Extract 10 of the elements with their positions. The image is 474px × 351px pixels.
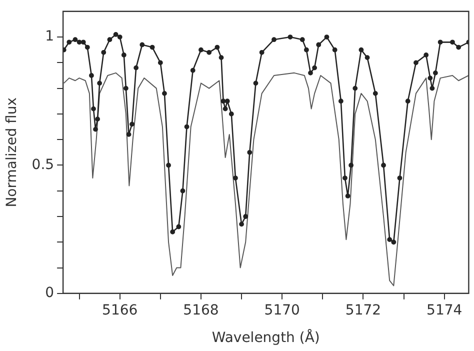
y-tick-label: 0: [45, 285, 54, 302]
x-tick-label: 5172: [345, 302, 382, 318]
x-tick-label: 5168: [183, 302, 219, 318]
x-tick-label: 5166: [102, 302, 138, 318]
y-tick-label: 0.5: [32, 156, 54, 173]
x-tick-label: 5170: [264, 302, 300, 318]
y-axis-title: Normalized flux: [4, 97, 20, 208]
y-tick-label: 1: [45, 28, 54, 45]
x-axis-title: Wavelength (Å): [212, 329, 320, 346]
x-tick-label: 5174: [426, 302, 462, 318]
